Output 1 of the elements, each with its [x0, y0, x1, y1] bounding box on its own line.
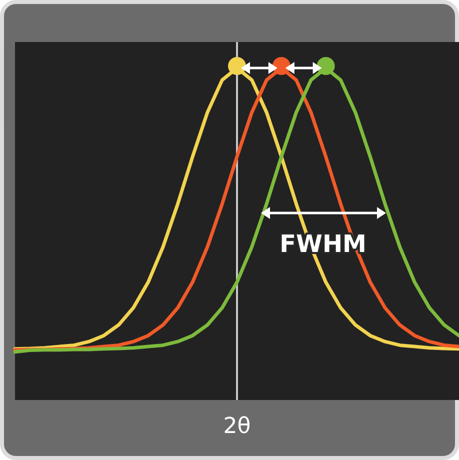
x-axis-title: 2θ: [223, 414, 251, 439]
